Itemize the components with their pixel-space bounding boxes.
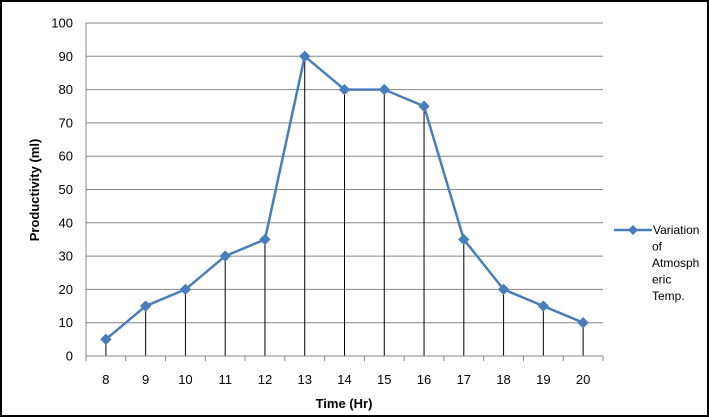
data-point bbox=[179, 283, 192, 296]
data-point bbox=[378, 83, 390, 96]
legend-label: eric bbox=[652, 273, 671, 287]
x-tick-label: 18 bbox=[496, 372, 510, 387]
y-tick-label: 60 bbox=[59, 149, 73, 164]
data-point bbox=[537, 300, 550, 312]
data-point bbox=[259, 233, 271, 246]
y-tick-label: 10 bbox=[59, 315, 73, 330]
x-tick-label: 19 bbox=[536, 372, 550, 387]
y-tick-label: 50 bbox=[59, 182, 73, 197]
data-point bbox=[418, 100, 430, 112]
y-tick-label: 40 bbox=[59, 215, 73, 230]
y-tick-label: 30 bbox=[59, 249, 73, 264]
data-point bbox=[219, 250, 231, 262]
legend-label: Atmosph bbox=[652, 256, 699, 270]
legend-label: Variation bbox=[653, 223, 699, 237]
data-point bbox=[299, 50, 311, 63]
y-tick-label: 90 bbox=[59, 49, 73, 64]
legend: Variation of Atmosph eric Temp. bbox=[614, 223, 699, 303]
x-tick-label: 13 bbox=[297, 372, 311, 387]
legend-label: Temp. bbox=[652, 289, 685, 303]
x-tick-label: 20 bbox=[576, 372, 590, 387]
y-tick-label: 0 bbox=[66, 349, 73, 364]
y-tick-label: 100 bbox=[51, 16, 73, 31]
x-tick-label: 12 bbox=[258, 372, 272, 387]
data-point bbox=[497, 283, 510, 296]
x-tick-label: 10 bbox=[178, 372, 192, 387]
x-tick-label: 15 bbox=[377, 372, 391, 387]
y-axis-title: Productivity (ml) bbox=[27, 139, 42, 242]
x-tick-label: 8 bbox=[102, 372, 109, 387]
x-tick-labels: 8 9 10 11 12 13 14 15 16 17 18 19 20 bbox=[102, 372, 590, 387]
y-tick-label: 20 bbox=[59, 282, 73, 297]
drop-lines bbox=[105, 56, 584, 356]
x-tick-label: 14 bbox=[337, 372, 351, 387]
x-tick-label: 11 bbox=[218, 372, 232, 387]
x-tick-label: 16 bbox=[417, 372, 431, 387]
data-point bbox=[458, 233, 470, 246]
data-point bbox=[100, 333, 112, 346]
x-tick-label: 17 bbox=[457, 372, 471, 387]
data-point bbox=[338, 83, 351, 96]
data-point bbox=[577, 316, 589, 329]
legend-label: of bbox=[652, 240, 663, 254]
data-point bbox=[139, 300, 152, 312]
x-axis-title: Time (Hr) bbox=[316, 396, 373, 411]
y-tick-label: 70 bbox=[59, 115, 73, 130]
legend-marker bbox=[628, 225, 638, 235]
axes bbox=[85, 23, 604, 361]
y-tick-label: 80 bbox=[59, 82, 73, 97]
x-tick-label: 9 bbox=[142, 372, 149, 387]
y-tick-labels: 0 10 20 30 40 50 60 70 80 90 100 bbox=[51, 16, 73, 364]
series bbox=[100, 50, 589, 346]
